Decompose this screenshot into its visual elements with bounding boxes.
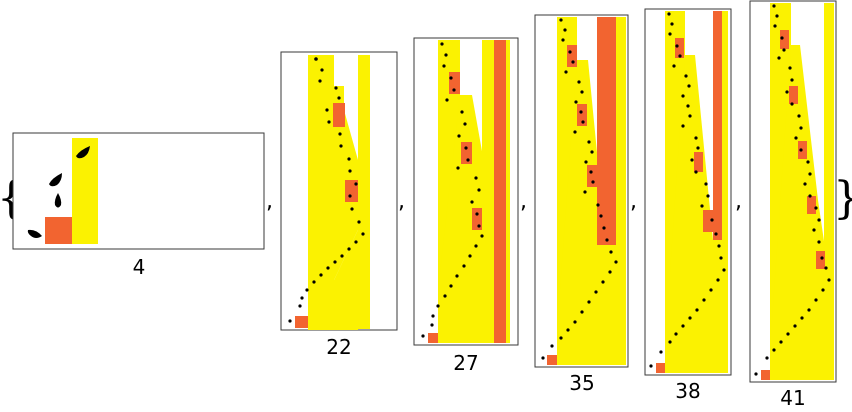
yellow-region <box>438 95 496 343</box>
panel-1: 4 <box>12 132 265 279</box>
panel-label: 4 <box>133 255 146 279</box>
orange-cell <box>547 355 557 365</box>
droplet-mark <box>49 173 62 187</box>
panel-5: 38 <box>644 8 732 403</box>
yellow-column <box>506 40 510 343</box>
orange-cell <box>761 370 770 380</box>
droplet-trail <box>541 18 618 360</box>
yellow-column <box>482 40 494 343</box>
yellow-region <box>770 45 826 380</box>
separator-comma: , <box>520 189 527 214</box>
droplet-mark <box>27 229 42 238</box>
separator-comma: , <box>266 189 273 214</box>
orange-cell <box>449 72 460 94</box>
panel-6: 41 <box>749 0 837 410</box>
orange-cell <box>428 333 438 343</box>
droplet-trail <box>649 12 726 368</box>
orange-cell <box>567 45 577 67</box>
orange-cell <box>295 316 308 328</box>
panel-label: 22 <box>326 335 351 359</box>
orange-cell <box>816 251 825 269</box>
orange-column <box>494 40 506 343</box>
droplet-mark <box>54 193 62 208</box>
separator-comma: , <box>630 189 637 214</box>
orange-cell <box>807 196 816 214</box>
orange-cell <box>577 104 587 126</box>
yellow-column <box>358 55 370 329</box>
yellow-column <box>824 3 834 380</box>
orange-cell <box>587 165 597 187</box>
orange-cell <box>333 103 345 127</box>
orange-cell <box>45 217 72 244</box>
orange-cell <box>789 86 798 104</box>
droplet-trail <box>421 42 484 338</box>
orange-cell <box>461 142 472 164</box>
orange-cell <box>694 152 703 172</box>
yellow-column <box>616 17 626 365</box>
orange-cell <box>656 363 665 373</box>
yellow-region <box>308 230 358 330</box>
yellow-region <box>665 55 723 373</box>
yellow-column <box>722 11 728 373</box>
close-brace: } <box>833 173 852 224</box>
panel-label: 27 <box>453 351 478 375</box>
orange-cell <box>703 210 713 232</box>
orange-cell <box>472 208 482 230</box>
orange-cell <box>345 180 358 202</box>
orange-column <box>597 17 616 245</box>
yellow-region <box>557 60 616 365</box>
droplet-trail <box>754 4 831 376</box>
separator-comma: , <box>735 189 742 214</box>
orange-cell <box>675 38 684 58</box>
panel-label: 38 <box>675 379 700 403</box>
panel-label: 35 <box>569 371 594 395</box>
panel-4: 35 <box>534 14 629 395</box>
panel-2: 22 <box>280 51 398 359</box>
droplet-trail <box>288 57 365 323</box>
orange-column <box>713 11 722 240</box>
separator-comma: , <box>398 189 405 214</box>
orange-cell <box>780 30 789 49</box>
droplet-mark <box>76 146 90 159</box>
panel-label: 41 <box>780 386 805 410</box>
panel-3: 27 <box>413 37 519 375</box>
